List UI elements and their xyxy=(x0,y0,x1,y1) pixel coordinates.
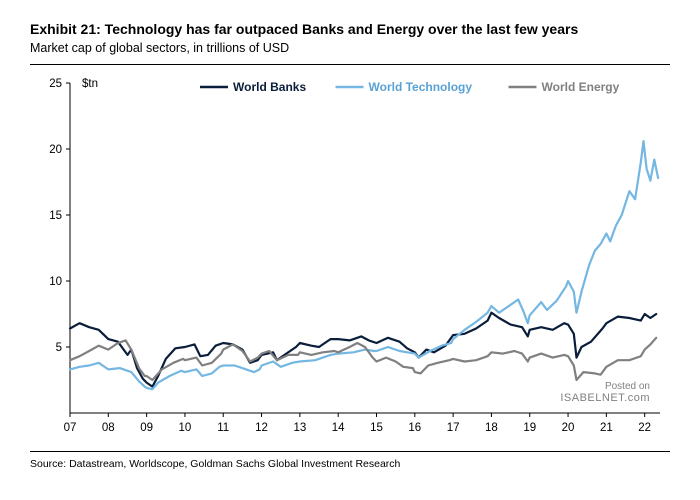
svg-text:ISABELNET.com: ISABELNET.com xyxy=(560,392,650,404)
svg-text:13: 13 xyxy=(293,422,306,434)
svg-text:21: 21 xyxy=(600,422,613,434)
svg-text:11: 11 xyxy=(217,422,229,434)
series-world-technology xyxy=(70,142,658,390)
svg-text:World Energy: World Energy xyxy=(542,80,620,94)
svg-text:08: 08 xyxy=(102,422,115,434)
title-rule xyxy=(30,64,670,65)
svg-text:19: 19 xyxy=(523,422,536,434)
svg-text:World Technology: World Technology xyxy=(369,80,473,94)
series-world-energy xyxy=(70,338,656,380)
svg-text:07: 07 xyxy=(64,422,77,434)
svg-text:09: 09 xyxy=(140,422,153,434)
svg-text:10: 10 xyxy=(179,422,192,434)
svg-text:20: 20 xyxy=(49,144,62,156)
svg-text:14: 14 xyxy=(332,422,345,434)
footer-rule xyxy=(30,451,670,452)
svg-text:10: 10 xyxy=(49,276,62,288)
svg-text:25: 25 xyxy=(49,78,62,90)
chart-container: Exhibit 21: Technology has far outpaced … xyxy=(0,0,700,500)
chart-svg: 5 10 15 20 25 $tn 07 08 09 10 11 12 13 14 15 16 17 18 19 20… xyxy=(30,73,670,443)
chart-subtitle: Market cap of global sectors, in trillio… xyxy=(30,40,670,56)
svg-text:15: 15 xyxy=(49,210,62,222)
chart-source: Source: Datastream, Worldscope, Goldman … xyxy=(30,458,670,470)
svg-text:17: 17 xyxy=(447,422,460,434)
svg-text:5: 5 xyxy=(56,342,62,354)
svg-text:12: 12 xyxy=(255,422,268,434)
svg-text:20: 20 xyxy=(562,422,575,434)
svg-text:Posted on: Posted on xyxy=(605,381,650,392)
svg-text:22: 22 xyxy=(638,422,651,434)
svg-text:World Banks: World Banks xyxy=(233,80,306,94)
svg-text:16: 16 xyxy=(408,422,421,434)
svg-text:18: 18 xyxy=(485,422,498,434)
chart-plot: 5 10 15 20 25 $tn 07 08 09 10 11 12 13 14 15 16 17 18 19 20… xyxy=(30,73,670,443)
svg-text:15: 15 xyxy=(370,422,383,434)
svg-text:$tn: $tn xyxy=(82,78,98,90)
chart-title: Exhibit 21: Technology has far outpaced … xyxy=(30,20,670,38)
